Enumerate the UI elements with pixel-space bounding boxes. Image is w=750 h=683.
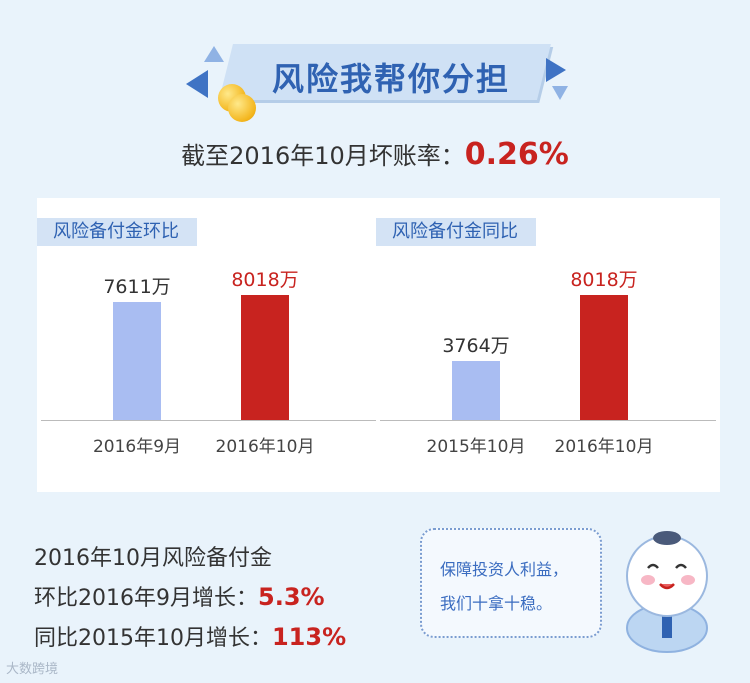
headline-text: 截至2016年10月坏账率：	[181, 142, 465, 170]
bad-debt-rate: 0.26%	[464, 137, 569, 172]
note-box: 保障投资人利益， 我们十拿十稳。	[420, 528, 602, 638]
summary-yoy-label: 同比2015年10月增长：	[34, 626, 272, 651]
x-axis	[41, 420, 377, 421]
triangle-decoration	[552, 86, 568, 100]
note-line-2: 我们十拿十稳。	[440, 594, 553, 613]
mascot-icon	[626, 531, 708, 653]
bar-value-label: 8018万	[231, 269, 299, 292]
bar-2016-10	[241, 295, 289, 420]
note-line-1: 保障投资人利益，	[440, 560, 569, 579]
bar-2015-10	[452, 361, 500, 420]
chart-title: 风险备付金同比	[376, 218, 536, 246]
category-label: 2016年10月	[554, 437, 654, 457]
triangle-decoration	[546, 58, 566, 82]
summary-mom-value: 5.3%	[258, 583, 325, 611]
watermark: 大数跨境	[6, 662, 59, 677]
category-label: 2015年10月	[426, 437, 526, 457]
triangle-decoration	[204, 46, 224, 62]
chart-panel-mom: 风险备付金环比 7611万 8018万 2016年9月 2016年10月	[37, 198, 381, 492]
bar-value-label: 8018万	[570, 269, 638, 292]
summary-line-2: 环比2016年9月增长：5.3%	[34, 580, 325, 612]
bad-debt-headline: 截至2016年10月坏账率：0.26%	[0, 136, 750, 172]
x-axis	[380, 420, 716, 421]
summary-yoy-value: 113%	[271, 623, 347, 651]
summary-line-3: 同比2015年10月增长：113%	[34, 620, 346, 652]
category-label: 2016年10月	[215, 437, 315, 457]
category-label: 2016年9月	[92, 437, 182, 457]
chart-title: 风险备付金环比	[37, 218, 197, 246]
banner: 风险我帮你分担	[186, 36, 574, 122]
bar-2016-10	[580, 295, 628, 420]
bar-2016-09	[113, 301, 161, 420]
summary-mom-label: 环比2016年9月增长：	[34, 586, 258, 611]
bar-value-label: 7611万	[103, 275, 171, 298]
coin-icon	[228, 94, 256, 122]
bar-value-label: 3764万	[442, 335, 510, 358]
triangle-decoration	[186, 70, 208, 98]
banner-title: 风险我帮你分担	[271, 60, 510, 98]
summary-line-1: 2016年10月风险备付金	[34, 546, 272, 571]
chart-panel-yoy: 风险备付金同比 3764万 8018万 2015年10月 2016年10月	[376, 198, 720, 492]
